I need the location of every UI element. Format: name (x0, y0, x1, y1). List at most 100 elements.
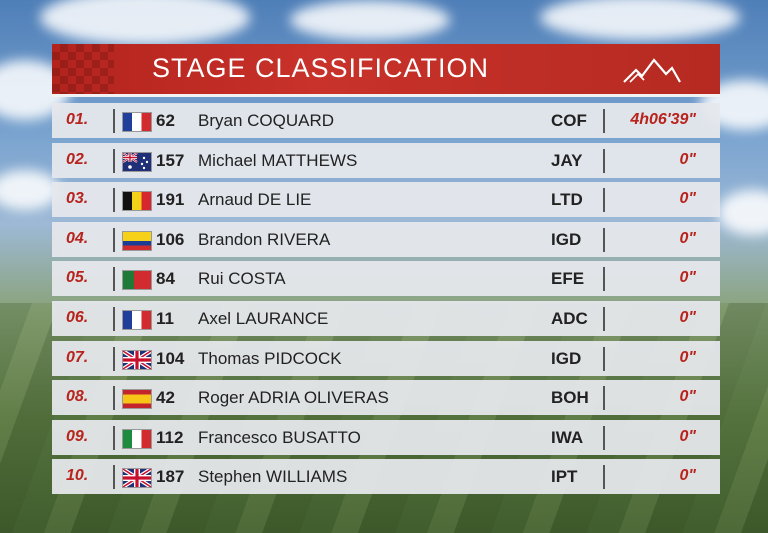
column-divider (113, 346, 115, 371)
table-row: 08. 42 Roger ADRIA OLIVERAS BOH 0" (52, 380, 720, 416)
rank-position: 02. (66, 150, 89, 168)
rank-position: 04. (66, 229, 89, 247)
rider-number: 104 (156, 348, 185, 368)
column-divider (603, 267, 605, 292)
finish-time: 0" (679, 467, 696, 485)
column-divider (603, 425, 605, 450)
rider-name: Francesco BUSATTO (198, 427, 361, 447)
team-code: IGD (551, 229, 582, 249)
rider-name: Stephen WILLIAMS (198, 467, 348, 487)
country-flag-icon (122, 112, 152, 132)
team-code: EFE (551, 269, 585, 289)
rider-number: 62 (156, 111, 175, 130)
team-code: IWA (551, 427, 584, 447)
team-code: IPT (551, 467, 578, 487)
table-row: 06. 11 Axel LAURANCE ADC 0" (52, 300, 720, 336)
rider-name: Thomas PIDCOCK (198, 348, 342, 368)
rank-position: 09. (66, 427, 89, 445)
country-flag-icon (122, 151, 152, 172)
column-divider (603, 148, 605, 173)
finish-time: 0" (679, 190, 696, 208)
team-code: COF (551, 111, 587, 130)
rider-number: 84 (156, 269, 175, 289)
column-divider (113, 267, 115, 292)
rank-position: 05. (66, 269, 89, 287)
rider-number: 42 (156, 388, 175, 408)
country-flag-icon (122, 428, 152, 449)
rider-number: 106 (156, 229, 185, 249)
column-divider (603, 465, 605, 490)
table-row: 04. 106 Brandon RIVERA IGD 0" (52, 221, 720, 257)
column-divider (113, 465, 115, 490)
finish-time: 0" (679, 348, 696, 366)
cloud (718, 190, 768, 235)
rank-position: 06. (66, 308, 89, 326)
country-flag-icon (122, 349, 152, 370)
team-code: IGD (551, 348, 582, 368)
rank-position: 10. (66, 467, 89, 485)
mountain-logo-icon (623, 58, 681, 83)
cloud (0, 170, 60, 210)
table-row: 10. 187 Stephen WILLIAMS IPT 0" (52, 459, 720, 495)
table-row: 03. 191 Arnaud DE LIE LTD 0" (52, 182, 720, 218)
column-divider (113, 109, 115, 133)
finish-time: 0" (679, 427, 696, 445)
checker-pattern (52, 44, 114, 94)
rider-name: Arnaud DE LIE (198, 190, 312, 210)
country-flag-icon (122, 191, 152, 212)
rider-number: 157 (156, 150, 185, 170)
rider-number: 11 (156, 308, 174, 328)
rank-position: 01. (66, 111, 89, 128)
finish-time: 0" (679, 308, 696, 326)
stage-classification-panel: STAGE CLASSIFICATION 01. 62 Bryan COQUARD C… (52, 44, 720, 499)
rider-name: Axel LAURANCE (198, 308, 329, 328)
panel-title: STAGE CLASSIFICATION (152, 53, 490, 83)
table-row: 09. 112 Francesco BUSATTO IWA 0" (52, 419, 720, 455)
team-code: LTD (551, 190, 583, 210)
column-divider (603, 188, 605, 213)
table-row: 02. 157 Michael MATTHEWS JAY 0" (52, 142, 720, 178)
team-code: ADC (551, 308, 588, 328)
cloud (290, 0, 450, 40)
cloud (40, 0, 250, 45)
country-flag-icon (122, 309, 152, 330)
rider-name: Michael MATTHEWS (198, 150, 358, 170)
country-flag-icon (122, 270, 152, 291)
rider-name: Roger ADRIA OLIVERAS (198, 388, 389, 408)
column-divider (113, 227, 115, 252)
table-row: 07. 104 Thomas PIDCOCK IGD 0" (52, 340, 720, 376)
classification-table: 01. 62 Bryan COQUARD COF 4h06'39" 02. 157 Micha… (52, 103, 720, 495)
rider-name: Brandon RIVERA (198, 229, 331, 249)
finish-time: 0" (679, 388, 696, 406)
team-code: JAY (551, 150, 583, 170)
finish-time: 0" (679, 269, 696, 287)
rank-position: 03. (66, 190, 89, 208)
column-divider (603, 386, 605, 411)
team-code: BOH (551, 388, 589, 408)
rider-number: 187 (156, 467, 185, 487)
panel-header: STAGE CLASSIFICATION (52, 44, 720, 97)
table-row: 01. 62 Bryan COQUARD COF 4h06'39" (52, 103, 720, 138)
rider-number: 191 (156, 190, 185, 210)
column-divider (113, 306, 115, 331)
rider-name: Rui COSTA (198, 269, 286, 289)
column-divider (603, 109, 605, 133)
rank-position: 08. (66, 388, 89, 406)
column-divider (113, 148, 115, 173)
rider-name: Bryan COQUARD (198, 111, 335, 130)
column-divider (113, 386, 115, 411)
rider-number: 112 (156, 427, 184, 447)
country-flag-icon (122, 468, 152, 489)
country-flag-icon (122, 389, 152, 410)
country-flag-icon (122, 230, 152, 251)
column-divider (113, 188, 115, 213)
column-divider (603, 306, 605, 331)
finish-time: 0" (679, 229, 696, 247)
rank-position: 07. (66, 348, 89, 366)
column-divider (603, 346, 605, 371)
finish-time: 0" (679, 150, 696, 168)
finish-time: 4h06'39" (630, 111, 696, 128)
table-row: 05. 84 Rui COSTA EFE 0" (52, 261, 720, 297)
cloud (540, 0, 740, 40)
column-divider (603, 227, 605, 252)
